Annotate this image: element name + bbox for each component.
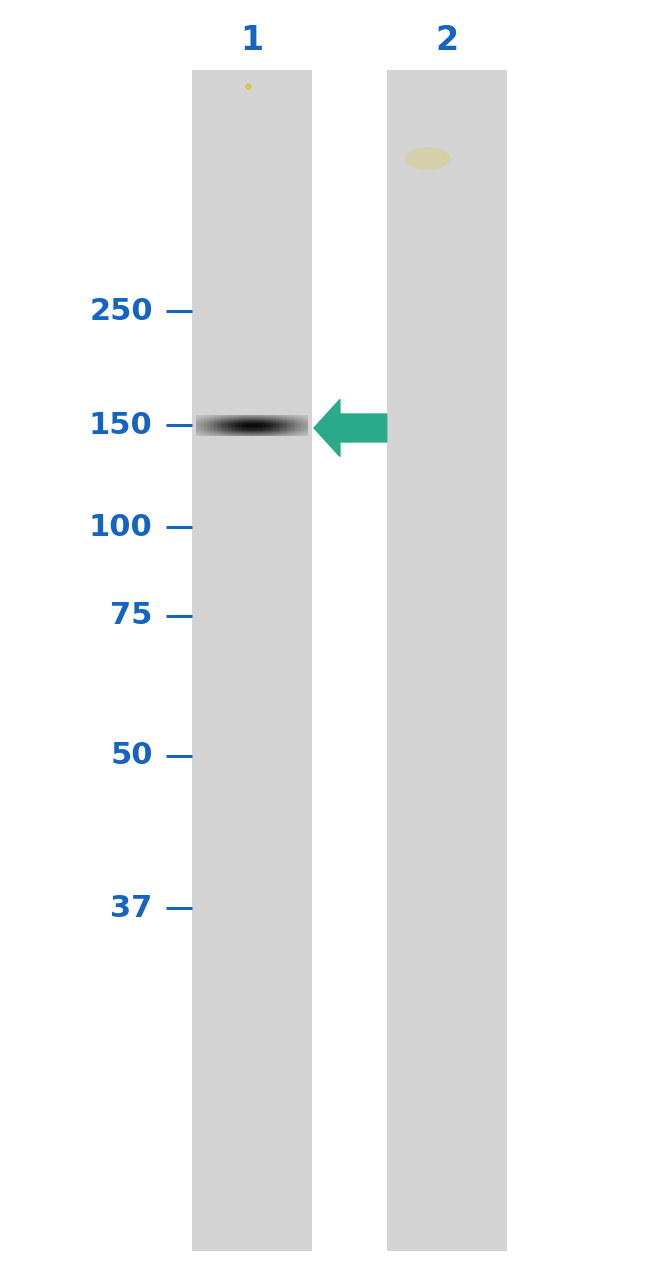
Text: 250: 250: [89, 297, 153, 325]
FancyArrow shape: [314, 399, 387, 457]
Text: 75: 75: [111, 602, 153, 630]
Bar: [387, 70, 507, 1251]
Text: 2: 2: [436, 24, 458, 57]
Text: 37: 37: [111, 894, 153, 922]
Text: 150: 150: [89, 411, 153, 439]
Ellipse shape: [405, 147, 450, 170]
Bar: [192, 70, 312, 1251]
Text: 100: 100: [89, 513, 153, 541]
Text: 50: 50: [111, 742, 153, 770]
Text: 1: 1: [240, 24, 263, 57]
